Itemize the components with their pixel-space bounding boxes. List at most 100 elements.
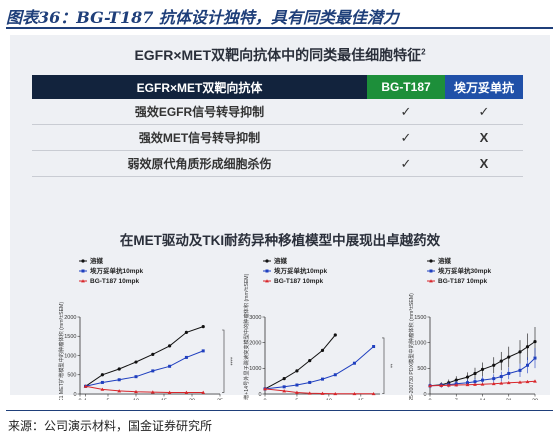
data-point	[134, 389, 138, 394]
series-line	[85, 350, 204, 387]
data-point	[491, 381, 496, 386]
data-point	[454, 378, 458, 382]
comparison-table: EGFR×MET双靶向抗体 BG-T187 埃万妥单抗 强效EGFR信号转导抑制…	[32, 75, 523, 177]
figure-title: 图表36：BG-T187 抗体设计独特，具有同类最佳潜力	[6, 8, 399, 27]
content-panel: EGFR×MET双靶向抗体中的同类最佳细胞特征2 EGFR×MET双靶向抗体 B…	[10, 35, 550, 400]
y-tick-label: 500	[417, 366, 426, 372]
data-point	[134, 375, 138, 379]
data-point	[499, 375, 503, 379]
data-point	[167, 390, 172, 394]
report-header: 图表36：BG-T187 抗体设计独特，具有同类最佳潜力	[6, 4, 553, 29]
data-point	[184, 355, 188, 359]
data-point	[439, 383, 444, 387]
data-point	[117, 378, 121, 382]
legend-label: BG-T187 10mpk	[90, 278, 140, 285]
data-point	[282, 385, 286, 389]
feature-label: 强效MET信号转导抑制	[32, 124, 367, 151]
y-tick-label: 2000	[64, 315, 76, 321]
check-icon: ✓	[445, 99, 523, 125]
data-point	[518, 350, 522, 354]
y-axis-label: LD1-0025-200730 PDX模型中的肿瘤体积 (mm³±SEM)	[407, 293, 415, 400]
data-point	[151, 352, 155, 356]
x-tick-label: 25	[217, 399, 223, 401]
significance-label: **	[387, 364, 393, 369]
data-point	[352, 361, 356, 365]
legend-marker	[429, 259, 433, 263]
data-point	[282, 377, 286, 381]
source-note: 来源：公司演示材料，国金证券研究所	[8, 419, 213, 433]
x-tick-label: 10	[326, 399, 332, 401]
y-tick-label: 0	[423, 392, 426, 398]
data-point	[372, 345, 376, 349]
legend-label: 溶媒	[438, 256, 452, 265]
legend-label: 埃万妥单抗10mpk	[274, 266, 327, 275]
table-row: 弱效原代角质形成细胞杀伤 ✓ X	[32, 150, 523, 177]
legend-label: 溶媒	[90, 256, 104, 265]
footer-divider	[6, 410, 553, 411]
y-tick-label: 0	[73, 392, 76, 398]
x-tick-label: 7	[455, 399, 458, 401]
data-point	[321, 377, 324, 381]
check-icon: ✓	[367, 150, 445, 177]
y-axis-label: EBC1 MET扩增模型中的肿瘤体积 (mm³±SEM)	[57, 302, 65, 400]
y-tick-label: 1000	[64, 353, 76, 359]
data-point	[184, 390, 189, 394]
data-point	[465, 375, 470, 379]
data-point	[308, 380, 312, 384]
significance-bracket	[222, 329, 225, 393]
data-point	[295, 383, 299, 387]
data-point	[473, 382, 477, 386]
legend-label: 埃万妥单抗30mpk	[438, 266, 491, 275]
data-point	[201, 325, 205, 329]
data-point	[533, 379, 537, 383]
data-point	[168, 364, 172, 368]
y-tick-label: 0	[258, 392, 261, 398]
x-tick-label: 5	[106, 399, 109, 401]
data-point	[473, 380, 477, 384]
x-tick-label: 0	[263, 399, 266, 401]
data-point	[333, 373, 337, 377]
x-tick-label: 0	[78, 399, 81, 401]
legend-label: BG-T187 10mpk	[438, 278, 488, 285]
feature-label: 弱效原代角质形成细胞杀伤	[32, 150, 367, 177]
cross-icon: X	[445, 150, 523, 177]
data-point	[150, 390, 155, 394]
legend-marker	[81, 279, 85, 283]
data-point	[371, 391, 376, 396]
data-point	[428, 383, 432, 388]
data-point	[525, 345, 530, 349]
xenograft-charts: 050010001500200001510152025给药天数EBC1 MET扩…	[57, 256, 538, 401]
legend-marker	[265, 259, 269, 263]
header-divider	[6, 27, 553, 29]
legend-label: BG-T187 10mpk	[274, 278, 324, 285]
legend-label: 溶媒	[274, 256, 288, 265]
data-point	[526, 363, 529, 367]
data-point	[506, 380, 511, 385]
y-tick-label: 500	[67, 373, 76, 379]
x-tick-label: 1	[84, 399, 87, 401]
data-point	[480, 367, 485, 371]
panel-title: EGFR×MET双靶向抗体中的同类最佳细胞特征2	[10, 45, 550, 65]
data-point	[151, 369, 155, 373]
y-tick-label: 2000	[249, 340, 261, 346]
data-point	[533, 340, 537, 344]
legend-marker	[429, 269, 433, 273]
y-tick-label: 1500	[64, 334, 76, 340]
data-point	[454, 383, 459, 387]
legend-marker	[265, 269, 269, 273]
data-point	[466, 381, 469, 385]
legend-marker	[265, 279, 269, 283]
col-header-amivantamab: 埃万妥单抗	[445, 75, 523, 99]
data-point	[320, 391, 325, 395]
x-tick-label: 10	[133, 399, 139, 401]
x-tick-label: 14	[479, 399, 485, 401]
data-point	[352, 391, 357, 396]
data-point	[100, 380, 104, 384]
panel-title-text: EGFR×MET双靶向抗体中的同类最佳细胞特征	[134, 47, 422, 63]
data-point	[518, 380, 522, 384]
data-point	[499, 381, 504, 385]
y-tick-label: 1000	[249, 366, 261, 372]
series-line	[85, 326, 204, 387]
data-point	[320, 348, 325, 352]
x-tick-label: 5	[295, 399, 298, 401]
